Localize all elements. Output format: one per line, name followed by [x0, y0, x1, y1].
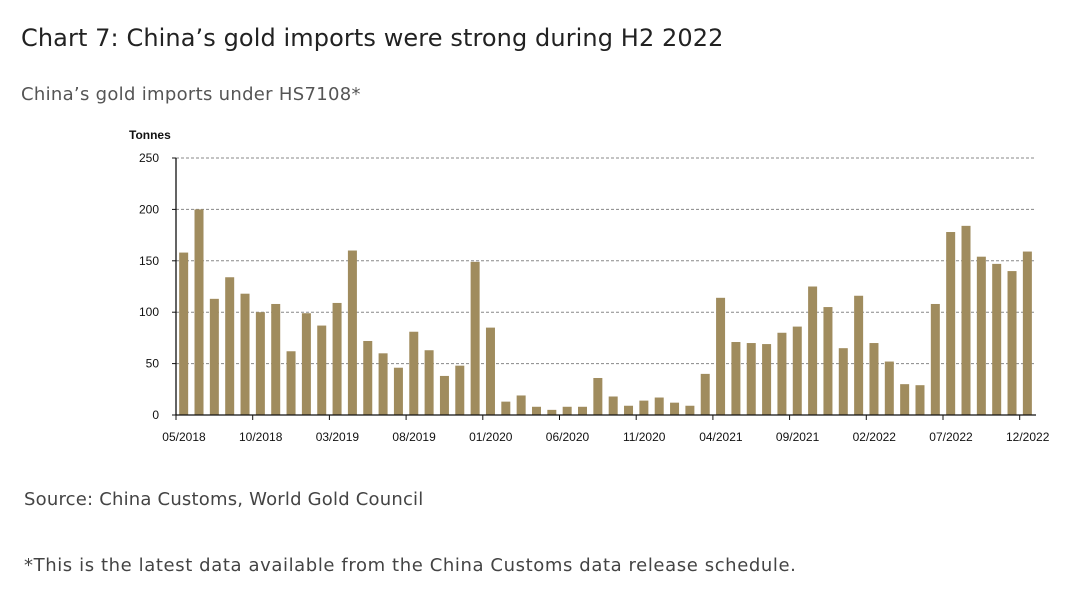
bar-03-2021	[700, 373, 710, 415]
x-tick-label: 12/2022	[1006, 430, 1050, 444]
x-tick-label: 08/2019	[392, 430, 436, 444]
bar-03-2020	[516, 395, 526, 415]
bar-06-2018	[194, 209, 204, 415]
bar-06-2020	[562, 406, 572, 415]
y-tick-label: 250	[139, 151, 159, 165]
x-tick-label: 03/2019	[316, 430, 360, 444]
x-tick-label: 09/2021	[776, 430, 820, 444]
y-tick-label: 200	[139, 202, 159, 216]
bar-12-2019	[470, 261, 480, 415]
bar-11-2021	[823, 307, 833, 415]
bar-11-2019	[455, 365, 465, 415]
bar-01-2019	[301, 313, 311, 415]
bar-05-2019	[363, 340, 373, 415]
bar-08-2022	[961, 225, 971, 415]
y-tick-label: 0	[152, 408, 159, 422]
bar-12-2020	[654, 397, 664, 415]
bar-09-2021	[792, 326, 802, 415]
bar-02-2019	[317, 325, 327, 415]
bar-08-2018	[225, 277, 235, 415]
bar-07-2022	[946, 232, 956, 415]
bar-04-2022	[900, 384, 910, 415]
bar-04-2019	[347, 250, 357, 415]
bar-10-2018	[255, 312, 265, 415]
bar-10-2020	[624, 405, 634, 415]
source-note: Source: China Customs, World Gold Counci…	[24, 489, 424, 510]
bar-11-2018	[271, 303, 281, 415]
bar-12-2022	[1022, 251, 1032, 415]
bar-06-2021	[746, 343, 756, 415]
bar-10-2021	[808, 286, 818, 415]
bar-03-2022	[884, 361, 894, 415]
bar-03-2019	[332, 302, 342, 415]
x-tick-label: 02/2022	[853, 430, 897, 444]
bar-05-2021	[731, 342, 741, 415]
bar-08-2020	[593, 377, 603, 415]
bars	[179, 209, 1032, 415]
x-tick-label: 07/2022	[929, 430, 973, 444]
chart-subtitle: China’s gold imports under HS7108*	[21, 84, 361, 105]
bar-04-2021	[716, 297, 726, 415]
bar-04-2020	[531, 406, 541, 415]
bar-08-2019	[409, 331, 419, 415]
bar-01-2021	[670, 402, 680, 415]
axes	[175, 158, 1036, 416]
x-tick-label: 05/2018	[162, 430, 206, 444]
y-tick-label: 150	[139, 254, 159, 268]
bar-09-2020	[608, 396, 618, 415]
bar-12-2018	[286, 351, 296, 415]
footnote: *This is the latest data available from …	[24, 555, 797, 576]
bar-02-2020	[501, 401, 511, 415]
x-tick-label: 01/2020	[469, 430, 513, 444]
bar-06-2022	[930, 303, 940, 415]
y-axis-label: Tonnes	[129, 128, 171, 142]
bar-08-2021	[777, 332, 787, 415]
bar-05-2018	[179, 252, 189, 415]
x-tick-labels: 05/2018 10/2018 03/2019 08/2019 01/2020 06/20…	[162, 415, 1050, 444]
bar-09-2019	[424, 350, 434, 415]
bar-11-2022	[1007, 271, 1017, 415]
x-tick-label: 10/2018	[239, 430, 283, 444]
bar-09-2018	[240, 293, 250, 415]
bar-10-2022	[992, 263, 1002, 415]
chart-title: Chart 7: China’s gold imports were stron…	[21, 24, 724, 52]
x-tick-label: 06/2020	[546, 430, 590, 444]
x-tick-label: 04/2021	[699, 430, 743, 444]
bar-11-2020	[639, 400, 649, 415]
bar-chart: 0 50 100 150 200 250 05/2018 10/2018 03/2019 08/…	[129, 128, 1050, 444]
bar-05-2022	[915, 385, 925, 415]
bar-07-2020	[578, 406, 588, 415]
bar-12-2021	[838, 348, 848, 415]
y-tick-labels: 0 50 100 150 200 250	[139, 151, 176, 422]
bar-09-2022	[976, 256, 986, 415]
bar-10-2019	[439, 375, 449, 415]
bar-01-2020	[485, 327, 495, 415]
bar-07-2018	[209, 298, 219, 415]
y-tick-label: 100	[139, 305, 159, 319]
bar-02-2021	[685, 405, 695, 415]
bar-06-2019	[378, 353, 388, 415]
bar-07-2019	[393, 367, 403, 415]
x-tick-label: 11/2020	[623, 430, 666, 444]
bar-05-2020	[547, 409, 557, 415]
bar-02-2022	[869, 343, 879, 415]
bar-01-2022	[854, 295, 864, 415]
y-tick-label: 50	[146, 357, 160, 371]
bar-07-2021	[762, 344, 772, 415]
